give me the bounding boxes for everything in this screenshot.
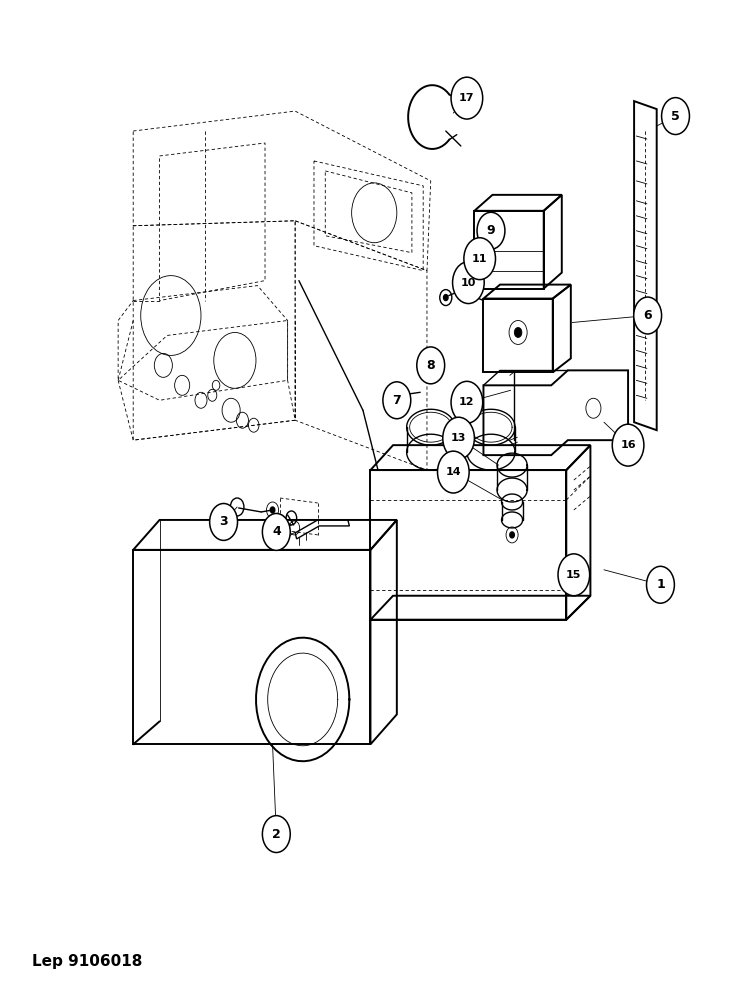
Circle shape <box>510 532 514 538</box>
Circle shape <box>262 816 290 853</box>
Circle shape <box>417 347 445 384</box>
Circle shape <box>612 424 644 466</box>
Circle shape <box>443 417 475 459</box>
Circle shape <box>514 327 522 337</box>
Circle shape <box>444 295 448 301</box>
Circle shape <box>262 513 290 550</box>
Circle shape <box>432 358 438 366</box>
Circle shape <box>394 389 398 395</box>
Text: 12: 12 <box>459 397 475 407</box>
Circle shape <box>662 98 689 135</box>
Circle shape <box>271 507 275 513</box>
Text: 15: 15 <box>566 570 581 580</box>
Text: 11: 11 <box>472 254 488 264</box>
Text: 10: 10 <box>460 278 476 288</box>
Circle shape <box>477 212 505 249</box>
Circle shape <box>464 238 495 280</box>
Circle shape <box>383 382 411 419</box>
Text: 17: 17 <box>459 93 475 103</box>
Circle shape <box>451 77 482 119</box>
Circle shape <box>209 503 237 540</box>
Text: 5: 5 <box>671 110 680 123</box>
Text: 13: 13 <box>451 433 466 443</box>
Text: Lep 9106018: Lep 9106018 <box>32 954 142 969</box>
Text: 7: 7 <box>392 394 401 407</box>
Text: 4: 4 <box>272 525 280 538</box>
Circle shape <box>646 566 674 603</box>
Text: 6: 6 <box>643 309 652 322</box>
Text: 1: 1 <box>656 578 665 591</box>
Text: 9: 9 <box>487 224 495 237</box>
Circle shape <box>558 554 590 596</box>
Circle shape <box>438 451 469 493</box>
Text: 16: 16 <box>620 440 636 450</box>
Text: 14: 14 <box>445 467 461 477</box>
Text: 8: 8 <box>426 359 435 372</box>
Text: 2: 2 <box>272 828 280 841</box>
Circle shape <box>453 262 484 304</box>
Circle shape <box>451 381 482 423</box>
Text: 3: 3 <box>219 515 228 528</box>
Circle shape <box>634 297 662 334</box>
